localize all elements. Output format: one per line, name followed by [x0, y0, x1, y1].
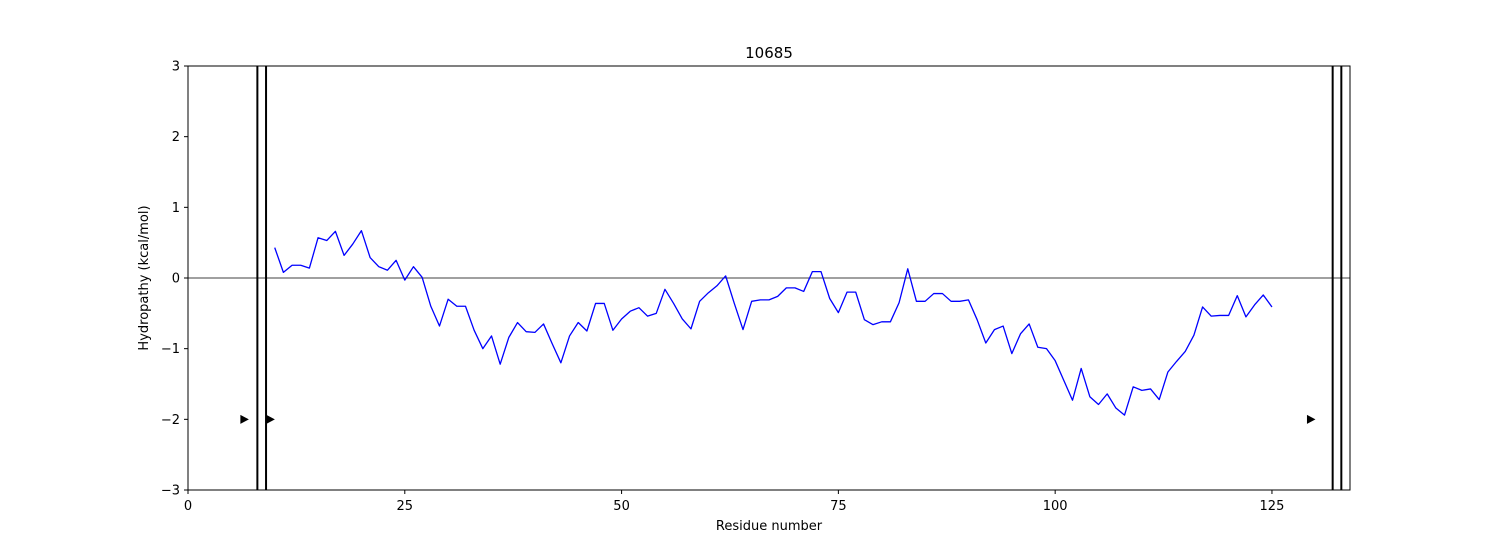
- y-tick-label: −2: [161, 413, 180, 428]
- x-tick-label: 25: [397, 499, 414, 514]
- chart-title: 10685: [745, 44, 793, 62]
- x-tick-label: 0: [184, 499, 192, 514]
- y-axis: −3 −2 −1 0 1 2 3: [161, 60, 188, 499]
- hydropathy-series-line: [274, 229, 1273, 416]
- x-tick-label: 125: [1260, 499, 1285, 514]
- y-tick-label: −1: [161, 342, 180, 357]
- x-tick-label: 75: [830, 499, 847, 514]
- triangle-marker: [266, 414, 275, 424]
- x-axis: 0 25 50 75 100 125: [184, 490, 1285, 514]
- x-tick-label: 100: [1043, 499, 1068, 514]
- x-axis-label: Residue number: [716, 519, 823, 534]
- y-tick-label: 1: [172, 201, 180, 216]
- y-axis-label: Hydropathy (kcal/mol): [137, 205, 152, 350]
- y-tick-label: 2: [172, 130, 180, 145]
- y-tick-label: −3: [161, 484, 180, 499]
- triangle-marker: [240, 414, 249, 424]
- x-tick-label: 50: [613, 499, 630, 514]
- y-tick-label: 0: [172, 272, 180, 287]
- triangle-marker: [1306, 414, 1316, 424]
- plot-area: [188, 66, 1350, 490]
- y-tick-label: 3: [172, 60, 180, 75]
